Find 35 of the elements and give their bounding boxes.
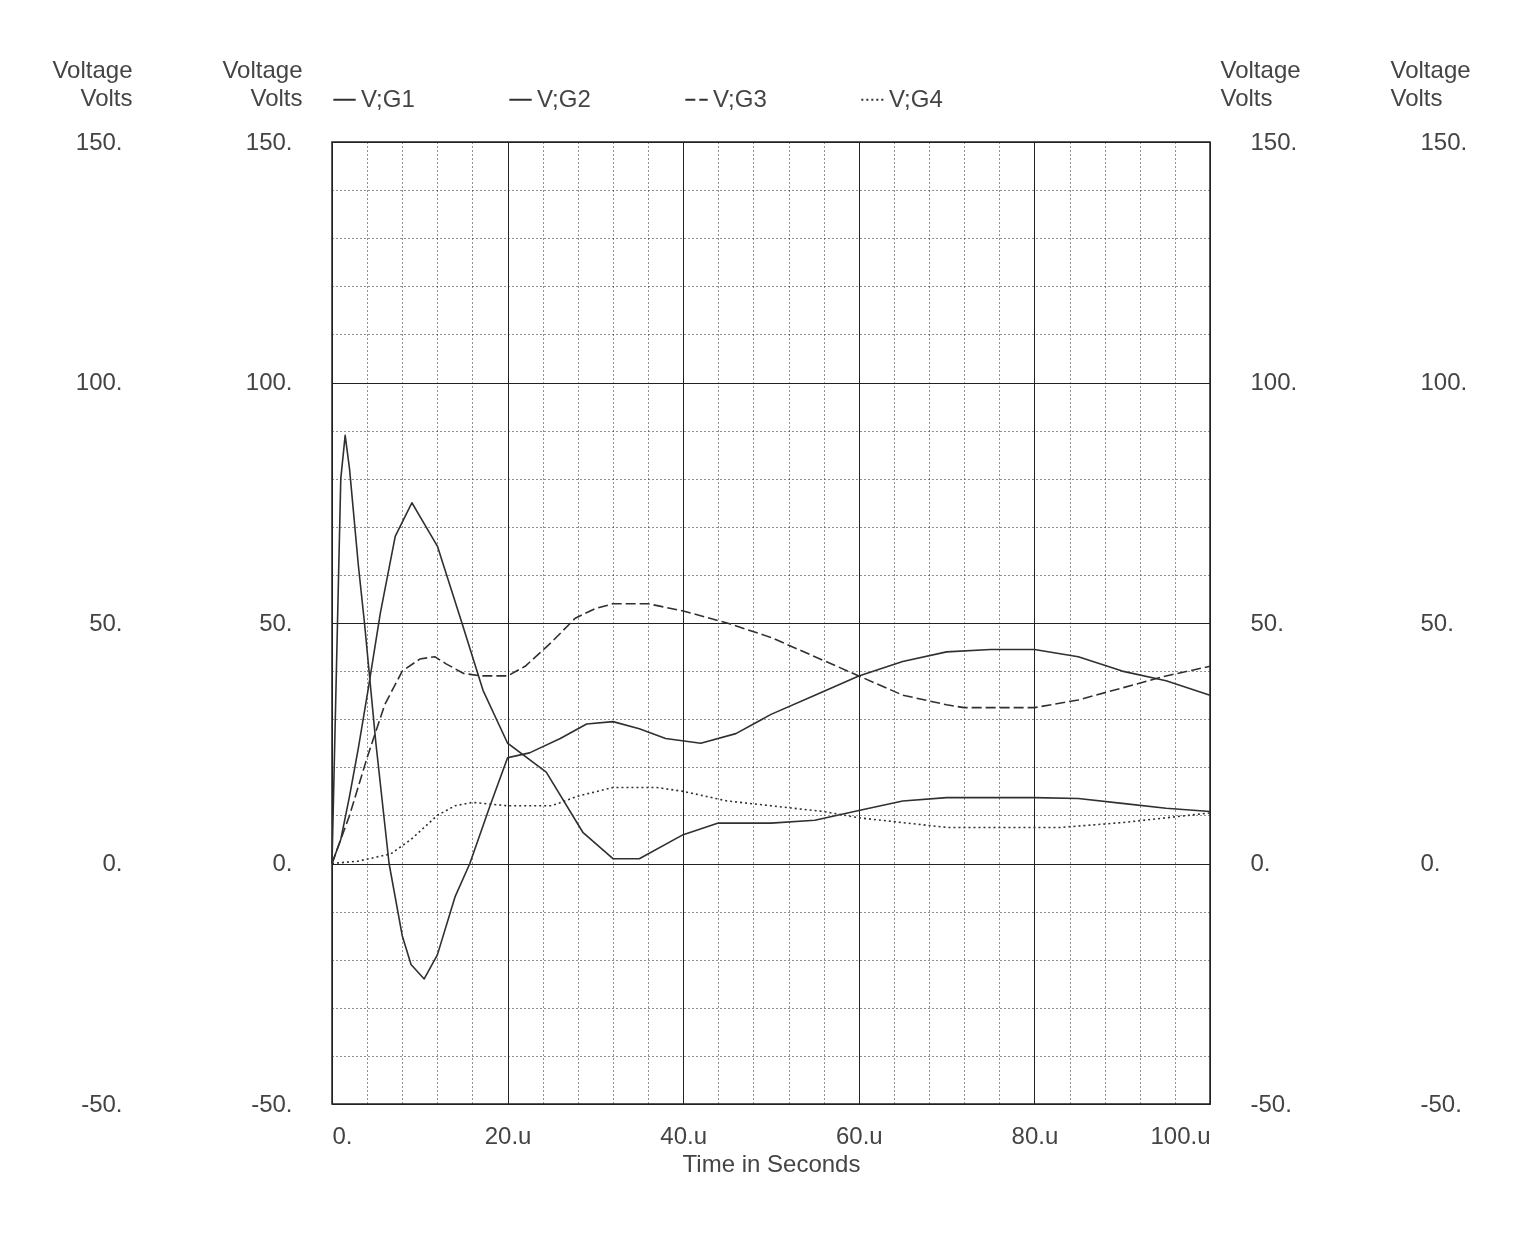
text: -50. (81, 1089, 123, 1117)
y2-tick-label: 0. (1250, 849, 1271, 876)
text: 150. (1420, 127, 1468, 155)
y-tick-label: 0. (272, 849, 293, 876)
y-axis-title: Voltage Volts (222, 55, 303, 111)
text: Voltage Volts (52, 55, 133, 111)
y2-tick-label: 50. (1250, 608, 1284, 636)
legend-label: V;G3 (713, 84, 767, 112)
text: 100. (1420, 368, 1468, 395)
text: 150. (75, 127, 123, 155)
text: 100. (75, 368, 123, 395)
x-tick-label: 20.u (484, 1121, 532, 1149)
text: Voltage Volts (1390, 55, 1471, 111)
y2-tick-label: 150. (1250, 127, 1298, 155)
legend-label: V;G2 (537, 84, 591, 112)
legend-label: V;G1 (361, 84, 415, 112)
text: 0. (1420, 849, 1441, 876)
legend-label: V;G4 (889, 84, 943, 112)
text: 50. (1420, 608, 1454, 636)
x-tick-label: 80.u (1011, 1121, 1059, 1149)
y-tick-label: -50. (251, 1089, 293, 1117)
y-tick-label: 100. (245, 368, 293, 395)
y2-tick-label: -50. (1250, 1089, 1292, 1117)
x-tick-label: 60.u (835, 1121, 883, 1149)
text: -50. (1420, 1089, 1462, 1117)
y2-axis-title: Voltage Volts (1220, 55, 1301, 111)
y-tick-label: 150. (245, 127, 293, 155)
y2-tick-label: 100. (1250, 368, 1298, 395)
x-tick-label: 40.u (660, 1121, 708, 1149)
y-tick-label: 50. (259, 608, 293, 636)
x-tick-label: 100.u (1150, 1121, 1211, 1149)
x-axis-title: Time in Seconds (682, 1149, 861, 1177)
x-tick-label: 0. (332, 1121, 353, 1149)
text: 0. (102, 849, 123, 876)
text: 50. (89, 608, 123, 636)
